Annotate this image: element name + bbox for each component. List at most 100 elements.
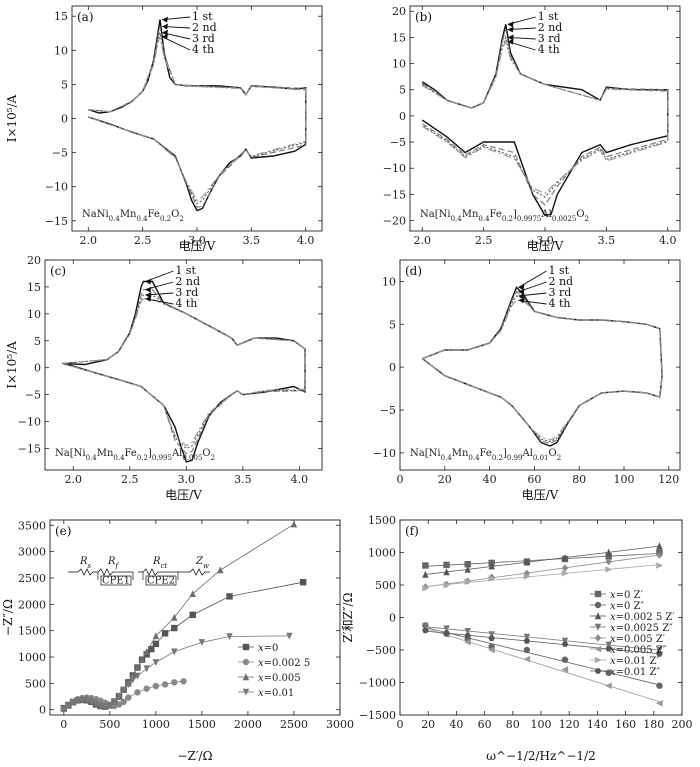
y-tick-label: 5 <box>389 318 396 331</box>
data-point <box>88 699 95 707</box>
data-point <box>523 558 531 566</box>
y-tick-label: 10 <box>392 58 406 71</box>
panel-label: (a) <box>77 10 94 24</box>
data-point <box>523 638 531 644</box>
y-tick-label: 15 <box>27 281 41 294</box>
y-tick-label: 10 <box>27 308 41 321</box>
x-tick-label: 120 <box>658 473 679 486</box>
y-tick-label: 0 <box>399 110 406 123</box>
arrow-head <box>518 284 525 291</box>
data-point <box>129 676 137 684</box>
data-point <box>120 686 127 694</box>
y-tick-label: −500 <box>366 644 396 657</box>
cycle-label: 2 nd <box>192 21 217 34</box>
data-point <box>523 573 531 580</box>
y-tick-label: −10 <box>45 181 68 194</box>
data-point <box>605 641 612 649</box>
y-tick-label: −5 <box>380 404 396 417</box>
y-axis-label: Z′和Z″/Ω <box>341 593 355 643</box>
cycle-label: 2 nd <box>175 275 200 288</box>
data-point <box>464 565 471 573</box>
data-point <box>143 685 150 692</box>
data-point <box>189 611 196 619</box>
sample-label: Na[Ni0.4Mn0.4Fe0.2]0.9975Al0.0025O2 <box>420 209 589 223</box>
x-tick-label: 3.0 <box>188 234 206 247</box>
cycle-curve <box>88 36 307 202</box>
x-tick-label: 100 <box>531 718 552 731</box>
data-point <box>656 651 663 657</box>
data-point <box>102 703 109 711</box>
data-point <box>422 562 429 569</box>
data-point <box>561 641 569 647</box>
sample-label: Na[Ni0.4Mn0.4Fe0.2]0.99Al0.01O2 <box>410 448 561 462</box>
cycle-label: 1 st <box>175 264 196 277</box>
data-point <box>561 656 569 663</box>
cycle-label: 1 st <box>538 10 559 23</box>
cpe-label: CPE1 <box>102 576 130 587</box>
arrow-head <box>507 34 514 41</box>
legend-entry: x=0.002 5 Z′ <box>610 612 675 623</box>
data-point <box>422 622 429 630</box>
arrow-head <box>162 23 169 30</box>
data-point <box>65 702 72 710</box>
circuit-element-label: Rs <box>79 556 92 570</box>
cycle-label: 3 rd <box>538 32 561 45</box>
data-point <box>180 678 187 685</box>
y-tick-label: −10 <box>373 447 396 460</box>
data-point <box>290 520 298 528</box>
data-point <box>148 645 155 653</box>
data-point <box>226 633 233 641</box>
data-point <box>171 624 178 632</box>
data-point <box>656 551 663 559</box>
x-tick-label: 2.0 <box>80 234 98 247</box>
data-point <box>97 702 104 710</box>
data-point <box>171 679 178 686</box>
data-point <box>561 570 569 577</box>
data-point <box>443 630 450 636</box>
y-tick-label: 0 <box>39 704 46 717</box>
cpe-box <box>145 575 177 586</box>
data-point <box>655 700 663 707</box>
x-tick-label: 3.5 <box>234 473 252 486</box>
x-axis-label: ω^−1/2/Hz^−1/2 <box>486 749 595 763</box>
y-tick-label: 5 <box>399 84 406 97</box>
fit-line <box>425 552 660 567</box>
data-point <box>134 689 141 696</box>
x-tick-label: 40 <box>449 718 463 731</box>
y-tick-label: 0 <box>34 362 41 375</box>
circuit-element-label: Rct <box>152 556 167 570</box>
data-point <box>189 590 196 597</box>
data-point <box>464 627 471 635</box>
fit-line <box>425 626 660 651</box>
data-point <box>464 561 471 568</box>
data-point <box>60 705 68 713</box>
y-tick-label: 2000 <box>18 598 46 611</box>
cycle-label: 4 th <box>548 297 570 310</box>
y-tick-label: 1000 <box>18 651 46 664</box>
data-point <box>286 632 293 640</box>
y-tick-label: 500 <box>25 677 46 690</box>
x-tick-label: 60 <box>527 473 541 486</box>
cycle-curve <box>61 298 306 447</box>
arrow-head <box>145 286 152 293</box>
x-tick-label: 20 <box>421 718 435 731</box>
y-tick-label: −5 <box>52 147 68 160</box>
arrow-head <box>507 38 514 45</box>
data-point <box>226 593 233 600</box>
data-point <box>488 635 495 642</box>
data-point <box>561 666 569 673</box>
data-point <box>152 632 160 640</box>
cycle-label: 1 st <box>192 10 213 23</box>
legend-entry: x=0 Z′ <box>610 590 644 601</box>
data-point <box>79 697 86 704</box>
cycle-label: 2 nd <box>538 21 563 34</box>
data-point <box>422 585 430 592</box>
arrow-head <box>162 29 169 36</box>
x-tick-label: 500 <box>99 718 120 731</box>
y-tick-label: 3500 <box>18 519 46 532</box>
x-tick-label: 60 <box>478 718 492 731</box>
cycle-curve <box>421 286 663 447</box>
x-tick-label: 200 <box>672 718 693 731</box>
data-point <box>487 646 495 654</box>
